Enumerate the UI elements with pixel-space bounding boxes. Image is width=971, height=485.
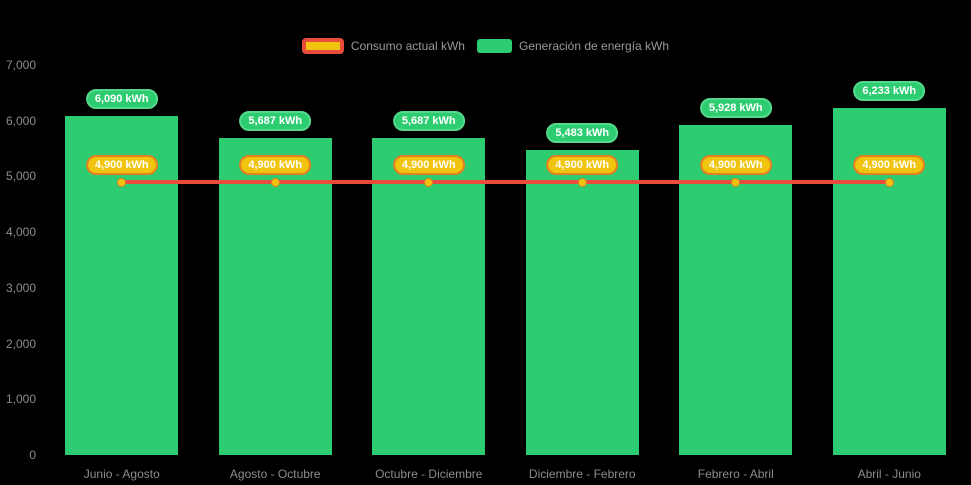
bar-value-label: 5,483 kWh <box>546 122 619 143</box>
line-value-label: 4,900 kWh <box>85 155 158 175</box>
consumo-point[interactable] <box>577 177 587 187</box>
bar-generacion[interactable] <box>372 138 486 455</box>
y-axis-tick-label: 5,000 <box>5 169 36 184</box>
bar-value-label: 5,928 kWh <box>699 97 772 118</box>
bar-generacion[interactable] <box>525 149 639 455</box>
consumo-line[interactable] <box>121 180 890 184</box>
legend: Consumo actual kWh Generación de energía… <box>0 38 971 54</box>
generacion-swatch-icon <box>476 39 512 53</box>
bar-value-label: 5,687 kWh <box>392 111 465 132</box>
bar-value-label: 5,687 kWh <box>239 111 312 132</box>
y-axis-tick-label: 7,000 <box>5 58 36 72</box>
consumo-point[interactable] <box>884 177 894 187</box>
x-axis-category-label: Diciembre - Febrero <box>528 467 636 481</box>
consumo-point[interactable] <box>117 177 127 187</box>
x-axis-category-label: Abril - Junio <box>857 467 921 481</box>
y-axis-tick-label: 4,000 <box>5 225 36 240</box>
y-axis-tick-label: 1,000 <box>5 392 36 407</box>
consumo-point[interactable] <box>270 177 280 187</box>
bar-value-label: 6,233 kWh <box>853 80 926 101</box>
x-axis-category-label: Junio - Agosto <box>83 467 160 481</box>
consumo-point[interactable] <box>424 177 434 187</box>
line-value-label: 4,900 kWh <box>392 155 465 175</box>
x-axis-category-label: Agosto - Octubre <box>229 467 321 481</box>
legend-item-consumo[interactable]: Consumo actual kWh <box>301 38 465 54</box>
bar-value-label: 6,090 kWh <box>85 88 158 109</box>
legend-label-generacion: Generación de energía kWh <box>518 39 670 53</box>
line-value-label: 4,900 kWh <box>699 155 772 175</box>
x-axis-category-label: Octubre - Diciembre <box>375 467 483 481</box>
bar-generacion[interactable] <box>218 138 332 455</box>
line-value-label: 4,900 kWh <box>239 155 312 175</box>
y-axis-tick-label: 2,000 <box>5 336 36 351</box>
consumo-swatch-icon <box>301 38 344 54</box>
line-value-label: 4,900 kWh <box>853 155 926 175</box>
y-axis-tick-label: 3,000 <box>5 280 36 295</box>
consumo-point[interactable] <box>731 177 741 187</box>
legend-item-generacion[interactable]: Generación de energía kWh <box>476 39 670 53</box>
y-axis-tick-label: 0 <box>29 448 36 462</box>
x-axis-category-label: Febrero - Abril <box>697 467 774 481</box>
y-axis-tick-label: 6,000 <box>5 113 36 128</box>
legend-label-consumo: Consumo actual kWh <box>350 39 465 53</box>
line-value-label: 4,900 kWh <box>546 155 619 175</box>
